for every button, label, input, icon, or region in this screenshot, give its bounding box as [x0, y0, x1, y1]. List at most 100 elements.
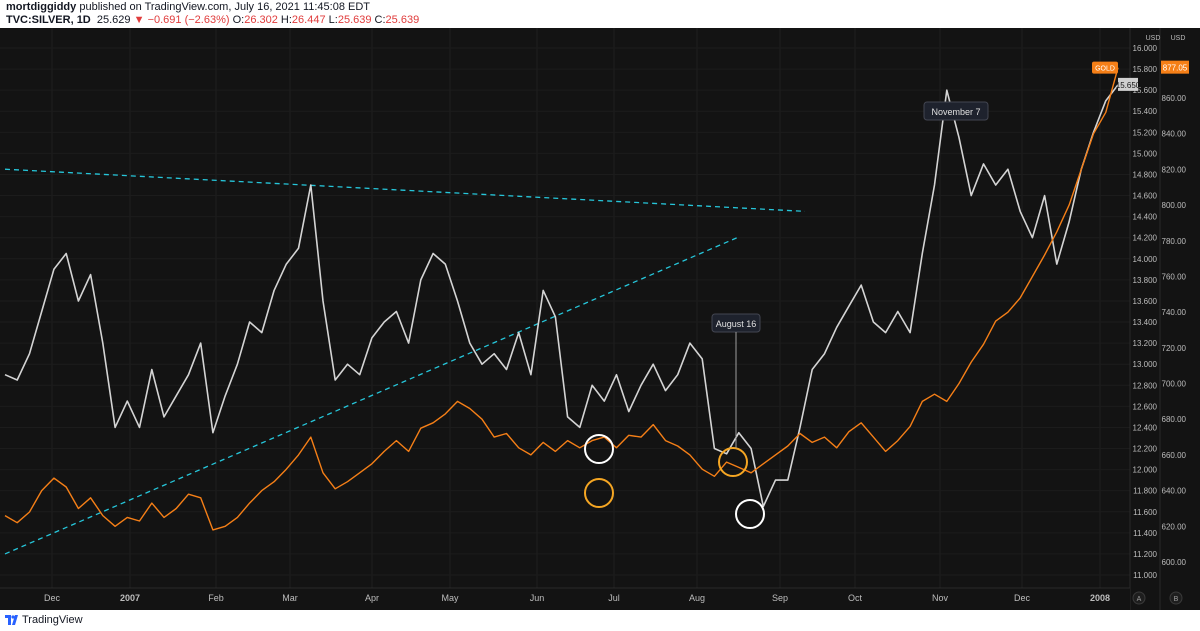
- silver-series-line: [4, 84, 1119, 508]
- trendline-support[interactable]: [4, 237, 738, 555]
- silver-tick-label: 15.600: [1133, 86, 1158, 95]
- highlight-circle[interactable]: [718, 447, 748, 477]
- silver-tick-label: 11.800: [1133, 487, 1157, 496]
- gold-tick-label: 700.00: [1162, 380, 1187, 389]
- silver-tick-label: 12.600: [1133, 402, 1158, 411]
- time-tick-label: Nov: [932, 593, 949, 603]
- silver-tick-label: 14.000: [1133, 255, 1158, 264]
- silver-current-price-box: [1118, 77, 1138, 91]
- time-tick-label: Jul: [608, 593, 620, 603]
- time-tick-label: 2008: [1090, 593, 1110, 603]
- trendline-resistance[interactable]: [4, 168, 806, 213]
- silver-tick-label: 11.200: [1133, 550, 1157, 559]
- gold-tick-label: 620.00: [1162, 522, 1187, 531]
- publish-line: mortdiggiddy published on TradingView.co…: [6, 1, 370, 14]
- annotation-label[interactable]: August 16: [716, 319, 757, 329]
- silver-price-axis[interactable]: USD 16.000 15.800 15.600 15.400 15.200 15.000 1…: [1116, 35, 1161, 580]
- silver-tick-label: 15.400: [1133, 107, 1158, 116]
- gold-tick-label: 860.00: [1162, 94, 1187, 103]
- down-arrow-icon: ▼: [133, 14, 145, 26]
- silver-tick-label: 12.800: [1133, 381, 1158, 390]
- time-axis[interactable]: Dec 2007 Feb Mar Apr May Jun Jul Aug Sep Oct Nov Dec…: [0, 587, 1130, 610]
- highlight-circles[interactable]: [584, 434, 765, 529]
- symbol-line: TVC:SILVER, 1D 25.629 ▼ −0.691 (−2.63%) …: [6, 14, 419, 27]
- series-lines: [4, 67, 1119, 531]
- silver-tick-label: 13.800: [1133, 276, 1158, 285]
- silver-tick-label: 13.600: [1133, 297, 1158, 306]
- gold-tick-label: 660.00: [1162, 451, 1187, 460]
- time-tick-label: May: [441, 593, 459, 603]
- time-tick-label: 2007: [120, 593, 140, 603]
- axis-mode-button[interactable]: [1132, 591, 1146, 605]
- close-label: C:: [374, 14, 386, 26]
- highlight-circle[interactable]: [584, 478, 614, 508]
- gold-axis-unit: USD: [1171, 35, 1186, 42]
- silver-tick-label: 12.400: [1133, 423, 1158, 432]
- silver-tick-label: 15.200: [1133, 128, 1158, 137]
- gold-tick-label: 760.00: [1162, 272, 1187, 281]
- footer-bar: TradingView: [0, 610, 1200, 631]
- author-name[interactable]: mortdiggiddy: [6, 1, 77, 13]
- price-chart[interactable]: November 7 August 16 GOLD USD 16.000 15.800 1…: [0, 28, 1200, 610]
- time-tick-label: Oct: [848, 593, 863, 603]
- time-tick-label: Mar: [282, 593, 298, 603]
- time-tick-label: Sep: [772, 593, 788, 603]
- price-change: −0.691 (−2.63%): [147, 14, 230, 26]
- silver-tick-label: 14.800: [1133, 170, 1158, 179]
- gold-tick-label: 820.00: [1162, 165, 1187, 174]
- annotation-label[interactable]: November 7: [931, 107, 980, 117]
- axis-mode-button[interactable]: [1169, 591, 1183, 605]
- silver-tick-label: 15.800: [1133, 65, 1158, 74]
- silver-tick-label: 13.200: [1133, 339, 1158, 348]
- symbol-name: TVC:SILVER, 1D: [6, 14, 91, 26]
- gold-current-price-box: [1161, 60, 1189, 74]
- low-label: L:: [328, 14, 338, 26]
- gold-tick-label: 600.00: [1162, 558, 1187, 567]
- gold-series-tag: [1092, 61, 1118, 74]
- annotations[interactable]: November 7 August 16 GOLD: [711, 61, 1118, 448]
- open-value: 26.302: [244, 14, 278, 26]
- silver-tick-label: 11.600: [1133, 508, 1157, 517]
- trendlines[interactable]: [4, 168, 806, 555]
- silver-tick-label: 12.200: [1133, 445, 1158, 454]
- gold-tick-label: 640.00: [1162, 487, 1187, 496]
- highlight-circle[interactable]: [735, 499, 765, 529]
- gold-tick-label: 720.00: [1162, 344, 1187, 353]
- silver-tick-label: 15.000: [1133, 149, 1158, 158]
- open-label: O:: [232, 14, 245, 26]
- silver-tick-label: 11.000: [1133, 571, 1157, 580]
- high-label: H:: [280, 14, 292, 26]
- time-tick-label: Jun: [530, 593, 545, 603]
- x-grid: [51, 28, 1101, 588]
- chart-header: mortdiggiddy published on TradingView.co…: [0, 0, 1200, 28]
- gold-tick-label: 740.00: [1162, 308, 1187, 317]
- gold-series-tag-label: GOLD: [1095, 66, 1115, 73]
- silver-current-price: 15.650: [1116, 81, 1141, 90]
- annotation-box[interactable]: [923, 101, 989, 121]
- high-value: 26.447: [291, 14, 326, 26]
- tradingview-brand[interactable]: TradingView: [22, 614, 83, 626]
- gold-series-line: [4, 67, 1119, 531]
- silver-tick-label: 12.000: [1133, 466, 1158, 475]
- silver-tick-label: 13.400: [1133, 318, 1158, 327]
- silver-tick-label: 13.000: [1133, 360, 1158, 369]
- y-grid: [0, 47, 1130, 576]
- axis-mode-button-label[interactable]: B: [1174, 596, 1179, 603]
- low-value: 25.639: [337, 14, 372, 26]
- publish-info: published on TradingView.com, July 16, 2…: [79, 1, 371, 13]
- silver-tick-label: 14.200: [1133, 234, 1158, 243]
- silver-tick-label: 14.400: [1133, 213, 1158, 222]
- gold-tick-label: 840.00: [1162, 130, 1187, 139]
- highlight-circle[interactable]: [584, 434, 614, 464]
- silver-axis-unit: USD: [1146, 35, 1161, 42]
- silver-tick-label: 16.000: [1133, 44, 1158, 53]
- time-tick-label: Apr: [365, 593, 379, 603]
- time-axis-bg: [0, 588, 1130, 610]
- last-price: 25.629: [96, 14, 131, 26]
- gold-tick-label: 780.00: [1162, 237, 1187, 246]
- gold-price-axis[interactable]: USD 860.00 840.00 820.00 800.00 780.00 760.00 7…: [1161, 35, 1189, 567]
- gold-current-price: 877.05: [1163, 64, 1188, 73]
- axis-mode-button-label[interactable]: A: [1137, 596, 1142, 603]
- chart-background: [0, 28, 1200, 610]
